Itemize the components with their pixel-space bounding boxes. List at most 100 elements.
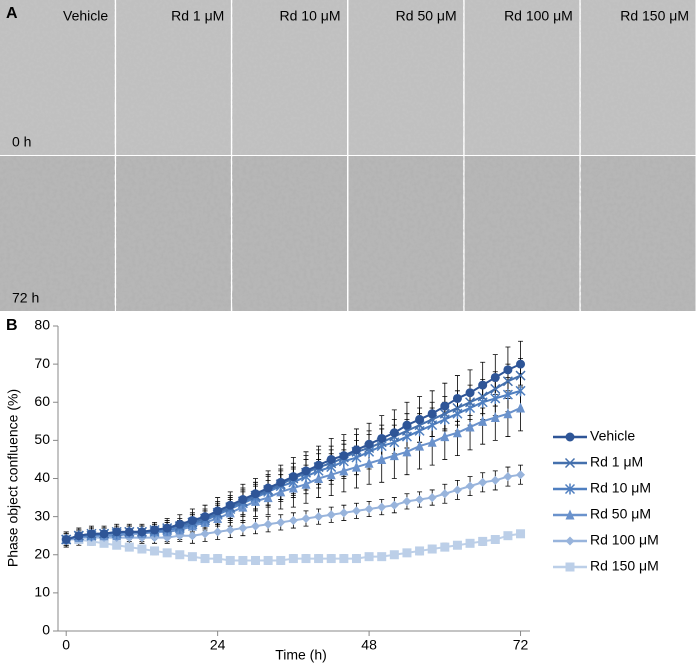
marker <box>439 408 450 419</box>
marker <box>225 555 235 565</box>
column-label: Rd 150 μM <box>620 8 689 24</box>
marker <box>112 540 122 550</box>
marker <box>276 477 286 487</box>
marker <box>364 439 374 449</box>
marker <box>276 517 286 527</box>
marker <box>490 412 500 422</box>
column-label: Rd 1 μM <box>171 8 224 24</box>
x-tick-label: 24 <box>210 637 226 653</box>
marker <box>314 554 324 564</box>
marker <box>503 408 513 419</box>
row-label: 72 h <box>12 290 39 306</box>
marker <box>187 531 197 541</box>
marker <box>301 514 311 524</box>
legend-label: Rd 50 μM <box>590 506 651 522</box>
marker <box>137 544 147 554</box>
marker <box>389 450 399 461</box>
marker <box>564 457 576 469</box>
marker <box>465 538 475 548</box>
marker <box>389 428 399 438</box>
legend-label: Vehicle <box>590 428 635 444</box>
marker <box>99 529 109 539</box>
x-tick-label: 48 <box>361 637 377 653</box>
marker <box>150 525 160 535</box>
marker <box>339 554 349 564</box>
x-axis-label: Time (h) <box>275 647 327 663</box>
marker <box>137 527 147 537</box>
marker <box>377 552 387 562</box>
micrograph-texture <box>464 0 580 155</box>
marker <box>213 506 223 516</box>
marker <box>478 415 488 426</box>
marker <box>276 555 286 565</box>
micrographs: 0 h 72 h Vehicle Rd 1 μM Rd 10 μM Rd 50 μM Rd … <box>0 0 696 311</box>
marker <box>452 540 462 550</box>
micrograph-texture <box>580 156 696 311</box>
marker <box>225 500 235 510</box>
marker <box>440 542 450 552</box>
marker <box>213 554 223 564</box>
marker <box>364 457 374 468</box>
marker <box>238 494 248 504</box>
marker <box>263 483 273 493</box>
marker <box>452 485 462 495</box>
marker <box>326 510 336 520</box>
marker <box>427 409 437 419</box>
marker <box>440 489 450 499</box>
y-tick-label: 20 <box>34 545 50 561</box>
marker <box>238 555 248 565</box>
marker <box>452 393 462 403</box>
marker <box>415 546 425 556</box>
marker <box>74 531 84 541</box>
marker <box>251 489 261 499</box>
marker <box>402 420 412 430</box>
marker <box>162 548 172 558</box>
micrograph-texture <box>580 0 696 155</box>
marker <box>503 531 513 541</box>
micrograph-texture <box>348 0 464 155</box>
marker <box>515 370 526 381</box>
marker <box>565 509 575 520</box>
marker <box>465 397 476 408</box>
marker <box>364 504 374 514</box>
marker <box>377 433 387 443</box>
marker <box>213 527 223 537</box>
marker <box>415 440 425 451</box>
marker <box>301 466 311 476</box>
marker <box>516 402 526 413</box>
marker <box>490 535 500 544</box>
marker <box>478 477 488 487</box>
marker <box>516 359 526 369</box>
marker <box>516 529 526 539</box>
marker <box>503 365 513 375</box>
micrograph-texture <box>348 156 464 311</box>
marker <box>124 527 134 537</box>
y-tick-label: 10 <box>34 584 50 600</box>
marker <box>465 421 475 432</box>
marker <box>440 401 450 411</box>
marker <box>339 508 349 518</box>
marker <box>364 552 374 562</box>
marker <box>427 544 437 554</box>
marker <box>187 515 197 525</box>
marker <box>288 554 298 564</box>
marker <box>565 536 575 546</box>
panel-label: A <box>6 5 18 22</box>
marker <box>99 538 109 548</box>
marker <box>452 427 462 438</box>
micrograph-texture <box>0 0 115 155</box>
marker <box>200 554 210 564</box>
marker <box>490 372 500 382</box>
marker <box>465 388 475 398</box>
legend-label: Rd 150 μM <box>590 558 659 574</box>
micrograph-texture <box>464 156 580 311</box>
marker <box>162 523 172 533</box>
marker <box>565 562 575 572</box>
marker <box>314 460 324 470</box>
legend-label: Rd 10 μM <box>590 480 651 496</box>
marker <box>288 472 298 482</box>
marker <box>402 446 412 457</box>
marker <box>301 554 311 564</box>
marker <box>402 496 412 506</box>
